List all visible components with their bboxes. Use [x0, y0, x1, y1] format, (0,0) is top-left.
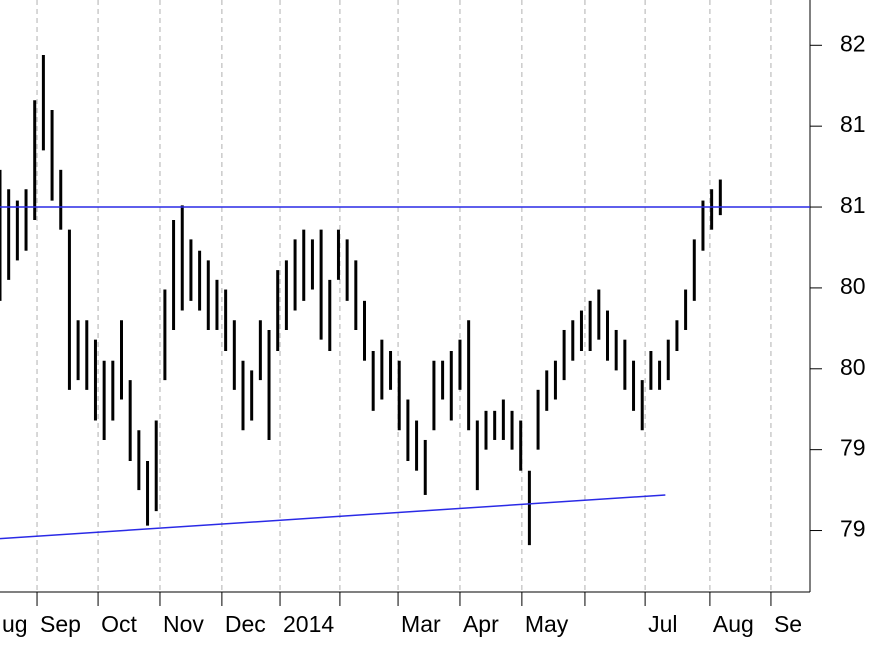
- x-tick-label: Sep: [40, 611, 81, 637]
- y-tick-label: 79: [840, 435, 866, 461]
- y-tick-label: 79: [840, 516, 866, 542]
- x-tick-label: 2014: [283, 611, 334, 637]
- y-tick-label: 81: [840, 111, 866, 137]
- x-tick-label: Oct: [101, 611, 137, 637]
- x-tick-label: ug: [2, 611, 28, 637]
- x-tick-label: Dec: [225, 611, 266, 637]
- trend-line: [0, 494, 666, 540]
- y-tick-label: 80: [840, 354, 866, 380]
- x-tick-label: Nov: [163, 611, 204, 637]
- x-tick-label: May: [525, 611, 569, 637]
- y-tick-label: 82: [840, 30, 866, 56]
- x-tick-label: Aug: [713, 611, 754, 637]
- x-tick-label: Se: [774, 611, 802, 637]
- x-tick-label: Jul: [648, 611, 677, 637]
- x-tick-label: Mar: [401, 611, 441, 637]
- y-tick-label: 81: [840, 192, 866, 218]
- x-tick-label: Apr: [463, 611, 499, 637]
- y-tick-label: 80: [840, 273, 866, 299]
